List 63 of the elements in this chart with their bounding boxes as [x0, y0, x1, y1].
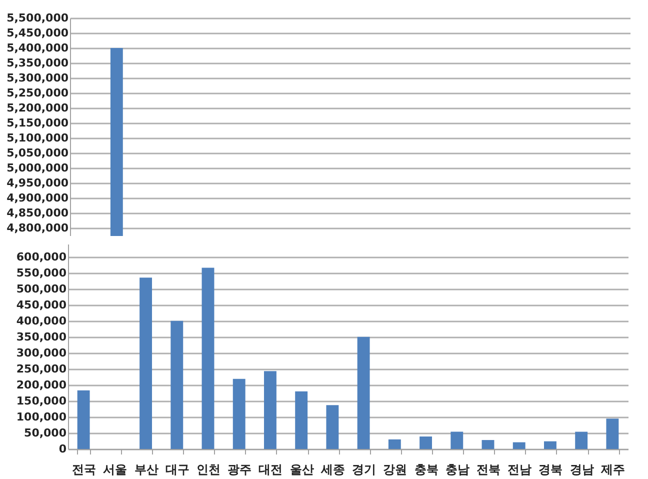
- x-tick-label: 경기: [352, 462, 376, 476]
- y-tick-label: 500,000: [16, 282, 67, 296]
- bar: [140, 278, 152, 449]
- y-tick-label: 550,000: [16, 266, 67, 280]
- y-tick-label: 5,200,000: [6, 102, 69, 114]
- bar: [326, 405, 339, 449]
- x-tick-label: 전북: [476, 462, 500, 476]
- y-tick-label: 4,800,000: [6, 222, 69, 234]
- x-tick-label: 대전: [258, 462, 283, 476]
- bar: [388, 439, 401, 449]
- y-tick-label: 250,000: [16, 362, 67, 376]
- bar: [606, 418, 619, 449]
- bar: [450, 432, 464, 449]
- bar: [357, 336, 370, 449]
- y-tick-label: 450,000: [16, 298, 67, 312]
- x-tick-label: 강원: [383, 462, 408, 476]
- y-tick-label: 200,000: [16, 378, 67, 392]
- y-tick-label: 350,000: [16, 330, 67, 344]
- bar: [77, 390, 90, 449]
- y-tick-label: 5,050,000: [6, 146, 69, 160]
- y-tick-label: 5,250,000: [6, 86, 69, 100]
- y-tick-label: 300,000: [16, 346, 67, 360]
- y-tick-label: 4,900,000: [6, 192, 69, 204]
- x-tick-label: 경북: [538, 462, 563, 476]
- x-tick-label: 전국: [72, 462, 96, 476]
- x-tick-label: 광주: [228, 462, 252, 476]
- y-tick-label: 5,500,000: [6, 12, 69, 24]
- x-tick-label: 울산: [290, 462, 314, 476]
- bar: [295, 391, 308, 449]
- y-tick-label: 5,100,000: [6, 132, 69, 144]
- y-tick-label: 150,000: [16, 394, 67, 408]
- x-tick-label: 세종: [320, 462, 345, 476]
- y-tick-label: 5,400,000: [6, 42, 69, 54]
- x-tick-label: 대구: [165, 462, 190, 476]
- x-tick-label: 충북: [414, 462, 438, 476]
- x-tick-label: 경남: [570, 462, 594, 476]
- y-tick-label: 5,350,000: [6, 56, 69, 70]
- y-tick-label: 5,450,000: [6, 26, 69, 40]
- x-tick-label: 서울: [103, 462, 128, 476]
- x-tick-label: 부산: [134, 462, 158, 476]
- x-tick-label: 인천: [196, 462, 220, 476]
- x-tick-label: 충남: [445, 462, 470, 476]
- bar: [420, 436, 432, 449]
- bar: [544, 441, 556, 449]
- y-tick-label: 5,300,000: [6, 72, 69, 84]
- y-tick-label: 600,000: [16, 250, 67, 264]
- bar: [512, 442, 526, 449]
- bar: [264, 371, 276, 449]
- bar: [575, 432, 588, 449]
- y-tick-label: 5,150,000: [6, 116, 69, 130]
- bar: [482, 440, 494, 449]
- y-tick-label: 100,000: [16, 410, 67, 424]
- bar: [232, 378, 246, 449]
- bar: [202, 268, 214, 449]
- y-tick-label: 4,850,000: [6, 206, 69, 220]
- x-tick-label: 제주: [600, 462, 625, 476]
- y-tick-label: 400,000: [16, 314, 67, 328]
- y-tick-label: 4,950,000: [6, 176, 69, 190]
- y-tick-label: 50,000: [24, 426, 67, 440]
- x-tick-label: 전남: [508, 462, 532, 476]
- bar: [170, 320, 184, 449]
- y-tick-label: 0: [58, 442, 67, 456]
- y-tick-label: 5,000,000: [6, 162, 69, 174]
